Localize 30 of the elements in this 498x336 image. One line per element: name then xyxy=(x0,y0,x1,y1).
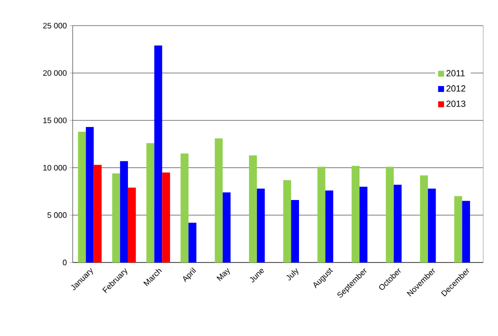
bar xyxy=(420,176,428,263)
bar xyxy=(386,167,394,263)
bar xyxy=(291,200,299,263)
bar xyxy=(325,190,334,263)
bar xyxy=(154,46,162,263)
bar xyxy=(162,172,170,263)
bar xyxy=(180,154,188,263)
legend-label: 2011 xyxy=(446,70,465,77)
bar xyxy=(317,167,326,263)
bar xyxy=(256,188,265,263)
bar xyxy=(394,185,402,263)
bar xyxy=(454,196,462,263)
bar xyxy=(222,192,231,263)
bar xyxy=(78,132,86,263)
bar xyxy=(146,143,154,263)
bar xyxy=(462,201,470,263)
bar xyxy=(249,156,257,263)
legend-label: 2013 xyxy=(446,100,466,108)
bar xyxy=(120,161,128,263)
bar xyxy=(428,188,436,263)
bar xyxy=(112,174,120,263)
bar xyxy=(352,166,360,263)
bar xyxy=(94,165,102,263)
bar xyxy=(188,222,196,263)
legend-label: 2012 xyxy=(446,86,466,92)
bar xyxy=(360,186,368,263)
bar xyxy=(283,180,292,263)
bar xyxy=(86,127,94,263)
bar xyxy=(128,188,136,263)
bar xyxy=(214,138,223,263)
